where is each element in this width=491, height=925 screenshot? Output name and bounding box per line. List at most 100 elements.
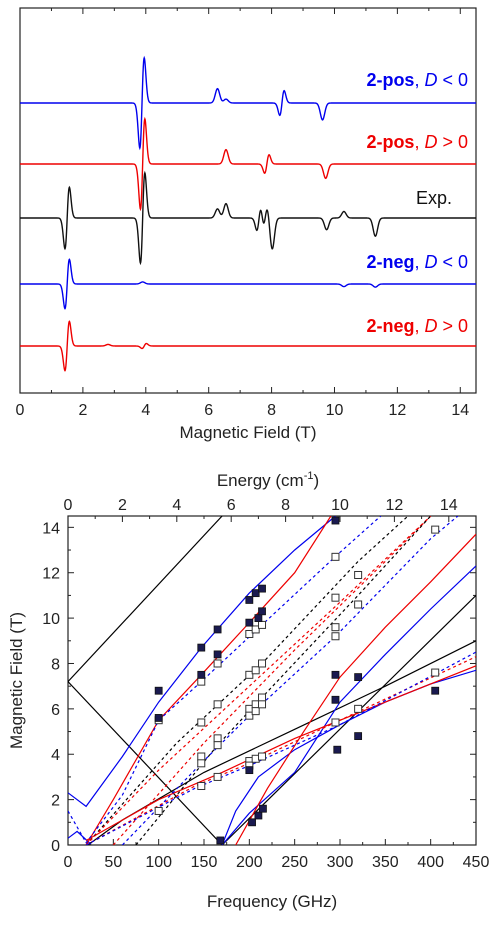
filled-data-point [213,650,222,659]
trace-label-rel: < 0 [437,70,468,90]
open-data-point [154,806,163,815]
trace-label-compound: 2-neg [366,316,414,336]
open-data-point [197,782,206,791]
top-tick-label: 0 [64,497,73,514]
resonance-curve [235,533,476,845]
x-tick-label: 150 [191,854,218,871]
filled-data-point [331,516,340,525]
x-tick-label: 12 [388,402,406,419]
y-tick-label: 12 [42,566,60,583]
open-data-point [251,625,260,634]
x-tick-label: 8 [267,402,276,419]
resonance-curve [221,565,476,845]
spectrum-trace [20,320,476,372]
filled-data-point [333,745,342,754]
top-tick-label: 10 [331,497,349,514]
top-tick-label: 8 [281,497,290,514]
open-data-point [213,659,222,668]
x-tick-label: 250 [281,854,308,871]
top-tick-label: 2 [118,497,127,514]
filled-data-point [259,804,267,813]
y-tick-label: 14 [42,520,60,537]
x-tick-label: 4 [141,402,150,419]
x-tick-label: 200 [236,854,263,871]
open-data-point [251,666,260,675]
top-axis-label: Energy (cm-1) [217,470,319,490]
resonance-curve [68,516,382,844]
resonance-curve [112,516,432,845]
x-tick-label: 450 [463,854,490,871]
trace-label-rel: < 0 [437,252,468,272]
open-data-point [197,759,206,768]
x-tick-label: 350 [372,854,399,871]
filled-data-point [245,596,254,604]
filled-data-point [331,695,340,704]
trace-label: 2-pos, D < 0 [366,70,468,90]
filled-data-point [354,732,363,740]
x-tick-label: 6 [204,402,213,419]
x-tick-label: 0 [16,402,25,419]
resonance-curve [85,516,432,845]
resonance-curve [68,516,223,683]
open-data-point [431,668,440,677]
filled-data-point [248,818,256,827]
x-tick-label: 50 [104,854,122,871]
open-data-point [213,741,222,750]
open-data-point [251,707,260,716]
x-tick-label: 100 [145,854,172,871]
filled-data-point [197,670,206,679]
spectrum-trace [20,55,476,151]
top-tick-label: 4 [172,497,181,514]
open-data-point [258,752,267,761]
filled-data-point [431,686,440,695]
filled-data-point [254,614,263,623]
open-data-point [331,593,340,602]
filled-data-point [154,686,163,695]
trace-label-d: D [424,132,437,152]
filled-data-point [245,618,254,627]
filled-data-point [258,607,266,616]
trace-label-sep: , [414,316,424,336]
y-tick-label: 8 [51,656,60,673]
filled-data-point [216,836,225,845]
open-data-point [258,659,267,668]
open-data-point [197,677,206,686]
open-data-point [258,693,267,702]
filled-data-point [254,811,263,820]
trace-label-sep: , [414,132,424,152]
open-data-point [258,620,267,629]
filled-data-point [197,643,206,652]
trace-label-compound: 2-pos [366,132,414,152]
top-axis-label-main: Energy (cm [217,471,304,490]
open-data-point [354,600,363,609]
filled-data-point [251,589,260,598]
trace-label: 2-neg, D < 0 [366,252,468,272]
trace-label-sep: , [414,70,424,90]
x-tick-label: 300 [327,854,354,871]
open-data-point [197,752,206,761]
trace-label: Exp. [416,188,452,208]
open-data-point [245,711,254,720]
trace-label: 2-neg, D > 0 [366,316,468,336]
resonance-curve [87,640,476,845]
top-axis-label-sup: -1 [304,470,314,482]
filled-data-point [354,673,363,681]
open-data-point [245,670,254,679]
filled-data-point [258,584,266,593]
resonance-curves [68,516,476,845]
resonance-curve [85,516,332,845]
filled-data-point [154,714,163,722]
x-tick-label: 400 [417,854,444,871]
y-tick-label: 4 [51,747,60,764]
open-data-point [331,632,340,641]
open-data-point [331,552,340,561]
top-tick-label: 6 [227,497,236,514]
open-data-point [213,772,222,781]
open-data-point [245,629,254,638]
spectrum-trace [20,170,476,266]
trace-label-d: D [424,252,437,272]
open-data-point [431,525,440,534]
y-axis-label: Magnetic Field (T) [7,612,26,749]
resonance-curve [68,516,336,808]
